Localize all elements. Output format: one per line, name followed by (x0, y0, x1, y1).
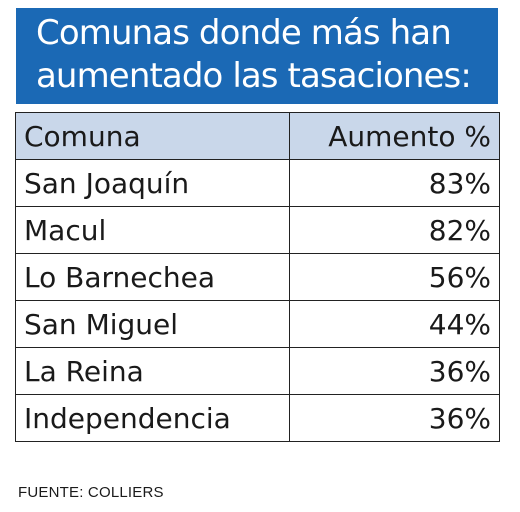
aumento-cell: 44% (289, 300, 500, 348)
comuna-cell: Independencia (15, 394, 290, 442)
table-row: San Joaquín 83% (15, 159, 500, 207)
table-row: San Miguel 44% (15, 300, 500, 348)
comuna-cell: San Joaquín (15, 159, 290, 207)
column-header-aumento: Aumento % (289, 112, 500, 160)
comuna-cell: Lo Barnechea (15, 253, 290, 301)
table-row: Independencia 36% (15, 394, 500, 442)
aumento-cell: 36% (289, 347, 500, 395)
table-row: La Reina 36% (15, 347, 500, 395)
data-table: Comuna Aumento % San Joaquín 83% Macul 8… (15, 112, 500, 442)
table-row: Lo Barnechea 56% (15, 253, 500, 301)
table-row: Macul 82% (15, 206, 500, 254)
comuna-cell: La Reina (15, 347, 290, 395)
title-line-1: Comunas donde más han (36, 13, 452, 53)
aumento-cell: 82% (289, 206, 500, 254)
title-line-2: aumentado las tasaciones: (36, 56, 472, 96)
comuna-cell: San Miguel (15, 300, 290, 348)
aumento-cell: 56% (289, 253, 500, 301)
aumento-cell: 36% (289, 394, 500, 442)
column-header-comuna: Comuna (15, 112, 290, 160)
title-banner: Comunas donde más han aumentado las tasa… (16, 8, 498, 104)
comuna-cell: Macul (15, 206, 290, 254)
header-row: Comuna Aumento % (15, 112, 500, 160)
aumento-cell: 83% (289, 159, 500, 207)
source-note: FUENTE: COLLIERS (18, 484, 164, 501)
